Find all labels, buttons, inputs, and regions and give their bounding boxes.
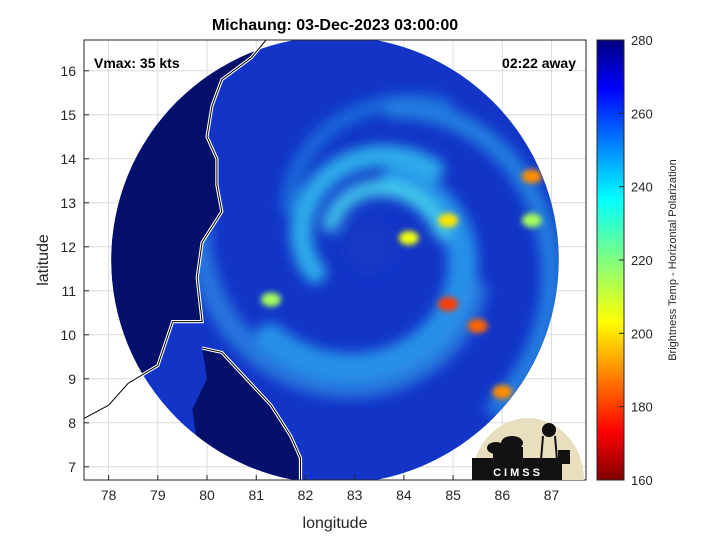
chart-title: Michaung: 03-Dec-2023 03:00:00: [212, 17, 458, 34]
x-tick-label: 87: [544, 487, 560, 503]
convective-cell: [398, 231, 419, 245]
x-tick-label: 79: [150, 487, 166, 503]
spiral-band: [186, 190, 488, 399]
spiral-band: [383, 98, 559, 418]
colorbar-tick-label: 180: [631, 400, 653, 415]
y-tick-label: 14: [60, 151, 76, 167]
convective-cell: [467, 319, 488, 333]
x-tick-label: 81: [248, 487, 264, 503]
y-axis-ticks: 7 8 9 10 11 12 13 14 15 16: [60, 63, 89, 475]
coastline-india-inner: [84, 40, 267, 419]
axes-box: [83, 39, 587, 481]
colorbar-tick-label: 280: [631, 33, 653, 48]
y-tick-label: 12: [60, 239, 76, 255]
colorbar-tick-label: 160: [631, 473, 653, 488]
x-tick-label: 84: [396, 487, 412, 503]
spiral-band: [280, 93, 453, 215]
x-tick-label: 83: [347, 487, 363, 503]
y-tick-label: 13: [60, 195, 76, 211]
x-tick-label: 82: [298, 487, 314, 503]
cimss-logo: CIMSS: [472, 418, 584, 480]
convective-cell: [438, 297, 459, 311]
time-away-annotation: 02:22 away: [502, 55, 576, 71]
y-tick-label: 8: [68, 415, 76, 431]
colorbar-tick-label: 220: [631, 253, 653, 268]
y-tick-label: 11: [61, 283, 76, 299]
spiral-band: [290, 144, 444, 284]
colorbar-tick-label: 200: [631, 326, 653, 341]
colorbar-tick-label: 240: [631, 180, 653, 195]
brightness-temperature-swath: [111, 40, 559, 480]
colorbar-ticks: 160 180 200 220 240 260 280: [619, 33, 653, 488]
x-axis-ticks: 78 79 80 81 82 83 84 85 86 87: [101, 475, 560, 503]
y-tick-label: 9: [68, 371, 76, 387]
x-tick-label: 80: [199, 487, 215, 503]
y-tick-label: 10: [60, 327, 76, 343]
y-tick-label: 16: [60, 63, 76, 79]
coastline-sri-lanka-inner: [201, 347, 301, 480]
colorbar-label: Brightness Temp - Horizontal Polarizatio…: [667, 159, 679, 361]
x-tick-label: 86: [495, 487, 511, 503]
spiral-band: [321, 178, 452, 241]
x-tick-label: 78: [101, 487, 117, 503]
x-axis-label: longitude: [303, 515, 368, 532]
convective-cell: [261, 292, 282, 307]
colorbar-tick-label: 260: [631, 106, 653, 121]
y-tick-label: 7: [68, 459, 76, 475]
land-sri-lanka: [192, 348, 301, 480]
convective-cell: [438, 213, 459, 228]
vmax-annotation: Vmax: 35 kts: [94, 55, 180, 71]
convective-cell: [521, 169, 542, 184]
y-axis-label: latitude: [35, 234, 52, 286]
y-tick-label: 15: [60, 107, 76, 123]
convective-cells: [261, 169, 542, 399]
logo-text: CIMSS: [493, 467, 543, 479]
x-tick-label: 85: [445, 487, 461, 503]
convective-cell: [521, 213, 542, 228]
storm-eye: [343, 220, 396, 273]
convective-cell: [492, 385, 513, 399]
